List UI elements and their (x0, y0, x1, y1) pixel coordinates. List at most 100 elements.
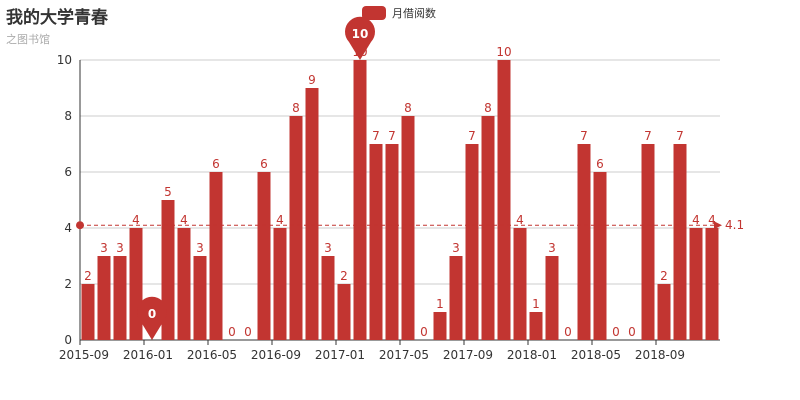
data-label: 0 (228, 325, 236, 339)
x-tick-label: 2017-09 (443, 348, 493, 362)
data-label: 1 (436, 297, 444, 311)
data-label: 7 (468, 129, 476, 143)
legend-label: 月借阅数 (392, 7, 436, 20)
bar (113, 256, 127, 340)
data-label: 0 (244, 325, 252, 339)
data-label: 0 (564, 325, 572, 339)
data-label: 2 (660, 269, 668, 283)
x-tick-label: 2018-01 (507, 348, 557, 362)
bar (465, 144, 479, 340)
bar (657, 284, 671, 340)
data-label: 6 (596, 157, 604, 171)
data-label: 2 (84, 269, 92, 283)
data-label: 4 (180, 213, 188, 227)
bar (273, 228, 287, 340)
y-tick-label: 6 (64, 165, 72, 179)
data-label: 9 (308, 73, 316, 87)
data-label: 3 (452, 241, 460, 255)
data-label: 4 (132, 213, 140, 227)
bar (545, 256, 559, 340)
bar (209, 172, 223, 340)
bar (481, 116, 495, 340)
bar (497, 60, 511, 340)
bar (529, 312, 543, 340)
bar (193, 256, 207, 340)
bar (257, 172, 271, 340)
chart-subtitle: 之图书馆 (6, 33, 50, 46)
y-tick-label: 0 (64, 333, 72, 347)
data-label: 3 (116, 241, 124, 255)
max-marker (345, 16, 376, 60)
bar (369, 144, 383, 340)
average-line-arrow (714, 221, 722, 230)
min-marker-label: 0 (148, 307, 156, 321)
data-label: 8 (292, 101, 300, 115)
data-label: 4 (692, 213, 700, 227)
data-label: 6 (212, 157, 220, 171)
data-label: 8 (484, 101, 492, 115)
legend[interactable]: 月借阅数 (362, 5, 436, 21)
data-label: 0 (628, 325, 636, 339)
bar (321, 256, 335, 340)
min-marker (136, 296, 167, 340)
data-label: 10 (496, 45, 511, 59)
y-tick-label: 10 (57, 53, 72, 67)
bar (513, 228, 527, 340)
y-tick-label: 8 (64, 109, 72, 123)
average-label: 4.1 (725, 218, 744, 232)
x-tick-label: 2016-05 (187, 348, 237, 362)
bar (305, 88, 319, 340)
data-label: 5 (164, 185, 172, 199)
bar (433, 312, 447, 340)
bar (337, 284, 351, 340)
data-label: 4 (516, 213, 524, 227)
bar (289, 116, 303, 340)
bar (593, 172, 607, 340)
bar (81, 284, 95, 340)
data-label: 4 (708, 213, 716, 227)
data-label: 8 (404, 101, 412, 115)
x-tick-label: 2017-01 (315, 348, 365, 362)
bar (401, 116, 415, 340)
x-tick-label: 2016-09 (251, 348, 301, 362)
data-label: 7 (580, 129, 588, 143)
x-tick-label: 2017-05 (379, 348, 429, 362)
chart-title: 我的大学青春 (6, 8, 108, 28)
bar (673, 144, 687, 340)
bar (385, 144, 399, 340)
bar (705, 228, 719, 340)
x-tick-label: 2018-09 (635, 348, 685, 362)
data-label: 3 (100, 241, 108, 255)
bar (97, 256, 111, 340)
average-line-start (76, 221, 84, 230)
x-tick-label: 2016-01 (123, 348, 173, 362)
data-label: 7 (676, 129, 684, 143)
bar (449, 256, 463, 340)
data-label: 7 (388, 129, 396, 143)
data-label: 7 (372, 129, 380, 143)
data-label: 7 (644, 129, 652, 143)
bar (129, 228, 143, 340)
data-label: 0 (612, 325, 620, 339)
data-label: 2 (340, 269, 348, 283)
y-tick-label: 4 (64, 221, 72, 235)
data-label: 0 (420, 325, 428, 339)
data-label: 1 (532, 297, 540, 311)
bar (353, 60, 367, 340)
data-label: 3 (196, 241, 204, 255)
x-tick-label: 2015-09 (59, 348, 109, 362)
bar (177, 228, 191, 340)
legend-swatch (362, 6, 386, 20)
data-label: 4 (276, 213, 284, 227)
max-marker-label: 10 (352, 27, 369, 41)
bar (689, 228, 703, 340)
bar (641, 144, 655, 340)
data-label: 3 (324, 241, 332, 255)
x-tick-label: 2018-05 (571, 348, 621, 362)
data-label: 3 (548, 241, 556, 255)
y-tick-label: 2 (64, 277, 72, 291)
bar (577, 144, 591, 340)
data-label: 6 (260, 157, 268, 171)
